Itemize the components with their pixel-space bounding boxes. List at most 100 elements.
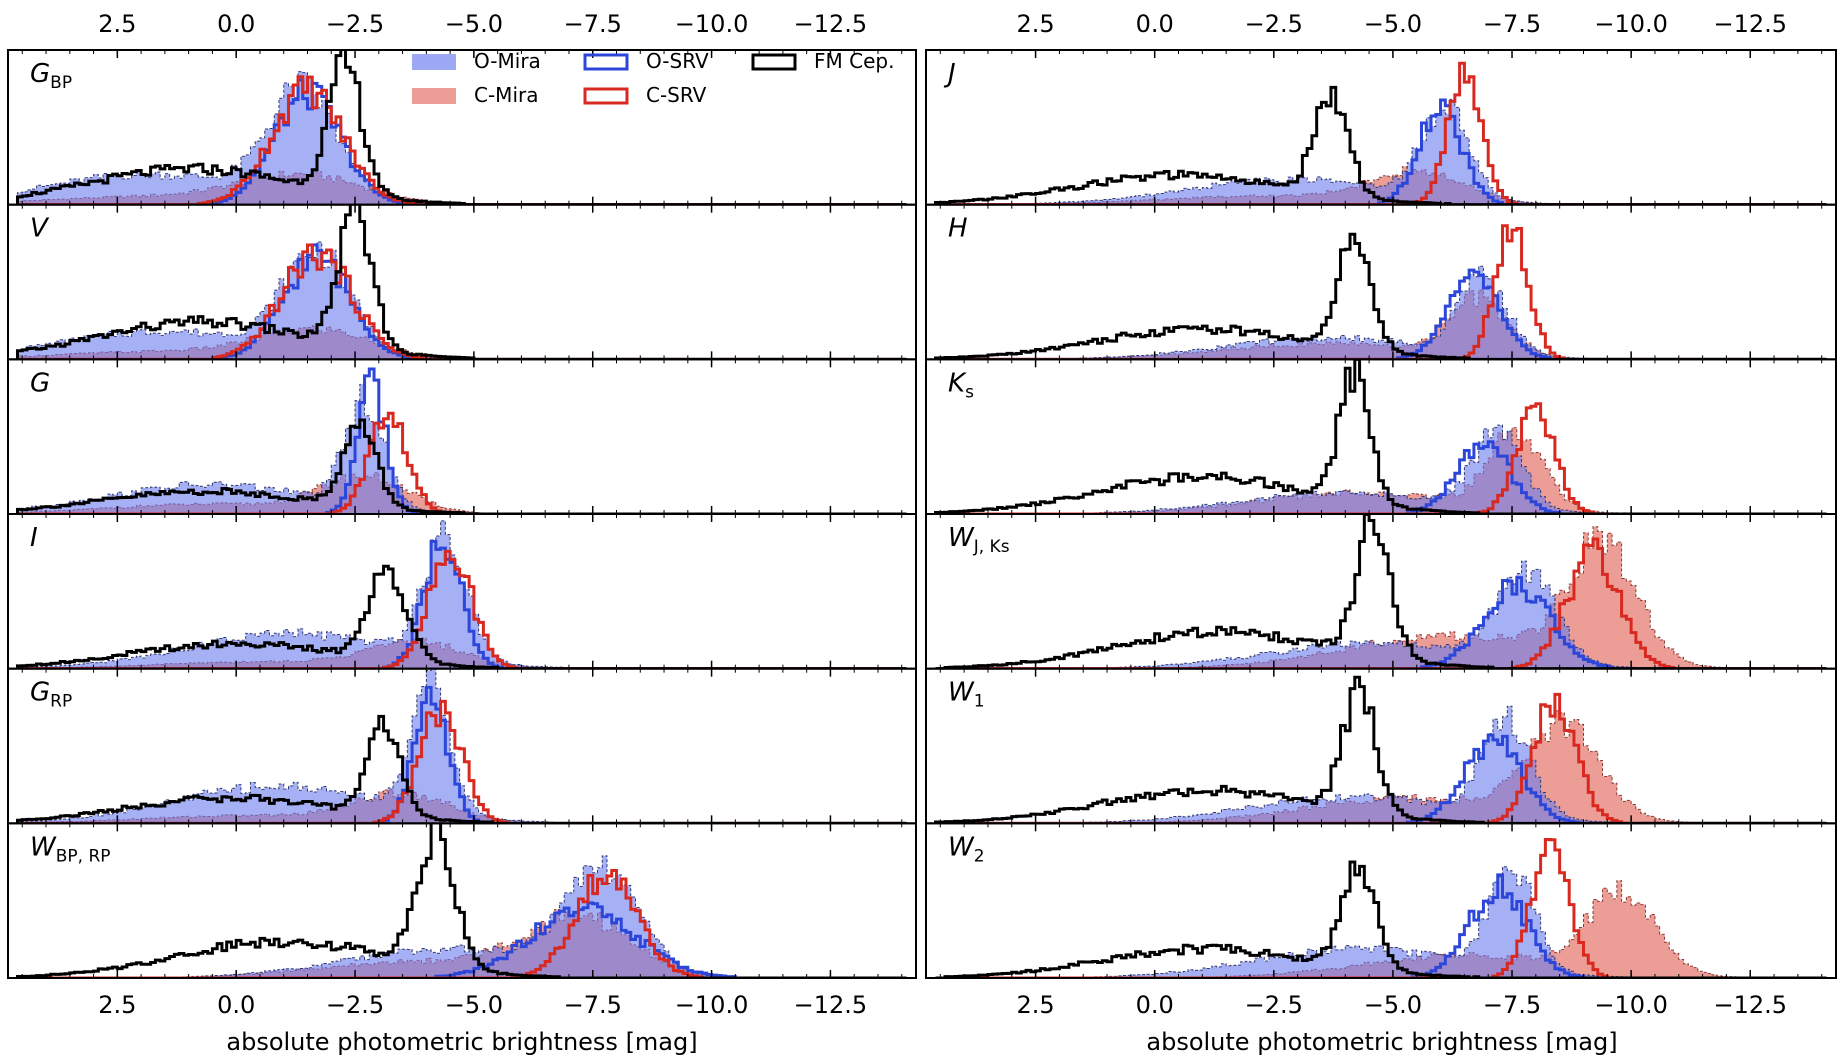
- o-mira-hist-wjks: [935, 560, 1827, 669]
- panel-label-w1: W1: [948, 678, 985, 712]
- panel-h: H: [925, 203, 1837, 361]
- x-tick-label-top: 2.5: [1016, 10, 1054, 38]
- panel-wjks: WJ, Ks: [925, 513, 1837, 670]
- panel-frame-ks: [925, 358, 1837, 516]
- x-tick-label-top: −10.0: [1594, 10, 1668, 38]
- x-tick-label-bottom: −2.5: [326, 991, 384, 1019]
- legend-entry-fm-cep-: FM Cep.: [751, 49, 894, 73]
- c-srv-hist-wjks: [935, 537, 1827, 669]
- panel-w1: W1: [925, 667, 1837, 825]
- legend-label: C-SRV: [646, 83, 707, 107]
- panel-v: V: [7, 203, 917, 361]
- legend-label: O-Mira: [474, 49, 541, 73]
- o-mira-hist-w2: [935, 866, 1827, 978]
- x-axis-label-left: absolute photometric brightness [mag]: [226, 1028, 697, 1056]
- x-tick-label-top: −2.5: [1245, 10, 1303, 38]
- x-tick-label-bottom: −12.5: [1713, 991, 1787, 1019]
- panel-label-j: J: [943, 59, 956, 89]
- c-srv-hist-wbprp: [17, 869, 907, 978]
- x-tick-label-bottom: −5.0: [1364, 991, 1422, 1019]
- o-mira-hist-i: [17, 520, 907, 669]
- panel-label-w2: W2: [948, 832, 985, 866]
- panel-label-h: H: [948, 214, 968, 244]
- panel-label-grp: GRP: [30, 678, 72, 712]
- legend-swatch: [751, 53, 797, 71]
- panel-ks: Ks: [925, 358, 1837, 516]
- panel-label-g: G: [30, 368, 50, 398]
- o-srv-hist-gbp: [17, 78, 907, 205]
- x-tick-label-bottom: −7.5: [564, 991, 622, 1019]
- o-mira-hist-grp: [17, 668, 907, 824]
- panel-label-v: V: [30, 214, 50, 244]
- x-tick-label-top: 0.0: [1136, 10, 1174, 38]
- fm-cep-hist-ks: [934, 359, 1827, 515]
- x-tick-label-bottom: 2.5: [1016, 991, 1054, 1019]
- x-tick-label-top: 0.0: [217, 10, 255, 38]
- x-tick-label-bottom: −2.5: [1245, 991, 1303, 1019]
- legend-label: FM Cep.: [814, 49, 894, 73]
- x-tick-label-bottom: 0.0: [217, 991, 255, 1019]
- x-tick-label-top: −10.0: [675, 10, 749, 38]
- o-mira-hist-gbp: [17, 71, 907, 205]
- panel-label-ks: Ks: [948, 368, 974, 402]
- x-tick-label-bottom: 2.5: [98, 991, 136, 1019]
- c-srv-hist-i: [17, 549, 907, 669]
- x-tick-label-bottom: −5.0: [445, 991, 503, 1019]
- panel-label-wjks: WJ, Ks: [948, 523, 1010, 557]
- legend-swatch: [583, 53, 629, 71]
- x-axis-label-right: absolute photometric brightness [mag]: [1146, 1028, 1617, 1056]
- fm-cep-hist-w2: [935, 860, 1827, 978]
- o-mira-hist-w1: [935, 705, 1827, 824]
- x-tick-label-bottom: −10.0: [675, 991, 749, 1019]
- o-mira-hist-v: [17, 241, 907, 360]
- fm-cep-hist-j: [934, 85, 1827, 205]
- fm-cep-hist-gbp: [16, 50, 907, 205]
- x-tick-label-top: −7.5: [564, 10, 622, 38]
- axes-layer: 2.5 2.5 0.0 0.0 −2.5 −2.5 −5.0 −5.0 −7.5 −7.5 −10.…: [98, 10, 1787, 1019]
- x-tick-label-top: −7.5: [1483, 10, 1541, 38]
- panel-i: I: [7, 513, 917, 670]
- panel-grp: GRP: [7, 667, 917, 825]
- fm-cep-hist-i: [16, 564, 907, 669]
- x-tick-label-top: 2.5: [98, 10, 136, 38]
- x-tick-label-top: −2.5: [326, 10, 384, 38]
- panel-wbprp: WBP, RP: [7, 822, 917, 979]
- legend-label: O-SRV: [646, 49, 709, 73]
- x-tick-label-bottom: 0.0: [1136, 991, 1174, 1019]
- x-tick-label-top: −12.5: [1713, 10, 1787, 38]
- legend-label: C-Mira: [474, 83, 538, 107]
- c-srv-hist-j: [935, 61, 1827, 205]
- c-srv-hist-gbp: [17, 75, 907, 205]
- c-mira-hist-w2: [935, 880, 1827, 978]
- x-tick-label-top: −5.0: [445, 10, 503, 38]
- o-mira-hist-wbprp: [17, 855, 907, 978]
- x-tick-label-top: −5.0: [1364, 10, 1422, 38]
- o-mira-hist-ks: [935, 424, 1827, 515]
- o-srv-hist-w2: [935, 873, 1827, 978]
- panel-label-i: I: [30, 523, 38, 553]
- fm-cep-hist-wjks: [935, 514, 1827, 669]
- panel-label-wbprp: WBP, RP: [30, 832, 111, 866]
- o-srv-hist-wbprp: [17, 901, 907, 978]
- o-mira-hist-h: [935, 265, 1827, 360]
- c-srv-hist-h: [935, 224, 1827, 360]
- legend-swatch: [412, 54, 456, 70]
- legend-entry-c-mira: C-Mira: [412, 83, 538, 107]
- panel-label-gbp: GBP: [30, 59, 72, 93]
- o-srv-hist-i: [17, 539, 907, 669]
- c-mira-hist-wjks: [935, 526, 1827, 669]
- panel-frame-wbprp: [7, 822, 917, 979]
- panels-layer: GBP V G I GRP WBP, RP J H Ks WJ, Ks W1 W2: [7, 49, 1837, 979]
- o-srv-hist-wjks: [935, 576, 1827, 669]
- o-mira-hist-j: [935, 98, 1827, 205]
- fm-cep-hist-wbprp: [16, 823, 907, 978]
- panel-frame-h: [925, 203, 1837, 361]
- legend-entry-o-srv: O-SRV: [583, 49, 709, 73]
- panel-j: J: [925, 49, 1837, 206]
- o-srv-hist-j: [935, 98, 1827, 205]
- x-tick-label-bottom: −10.0: [1594, 991, 1668, 1019]
- x-tick-label-bottom: −7.5: [1483, 991, 1541, 1019]
- legend-swatch: [412, 88, 456, 104]
- legend: O-Mira C-Mira O-SRV C-SRV FM Cep.: [412, 49, 894, 107]
